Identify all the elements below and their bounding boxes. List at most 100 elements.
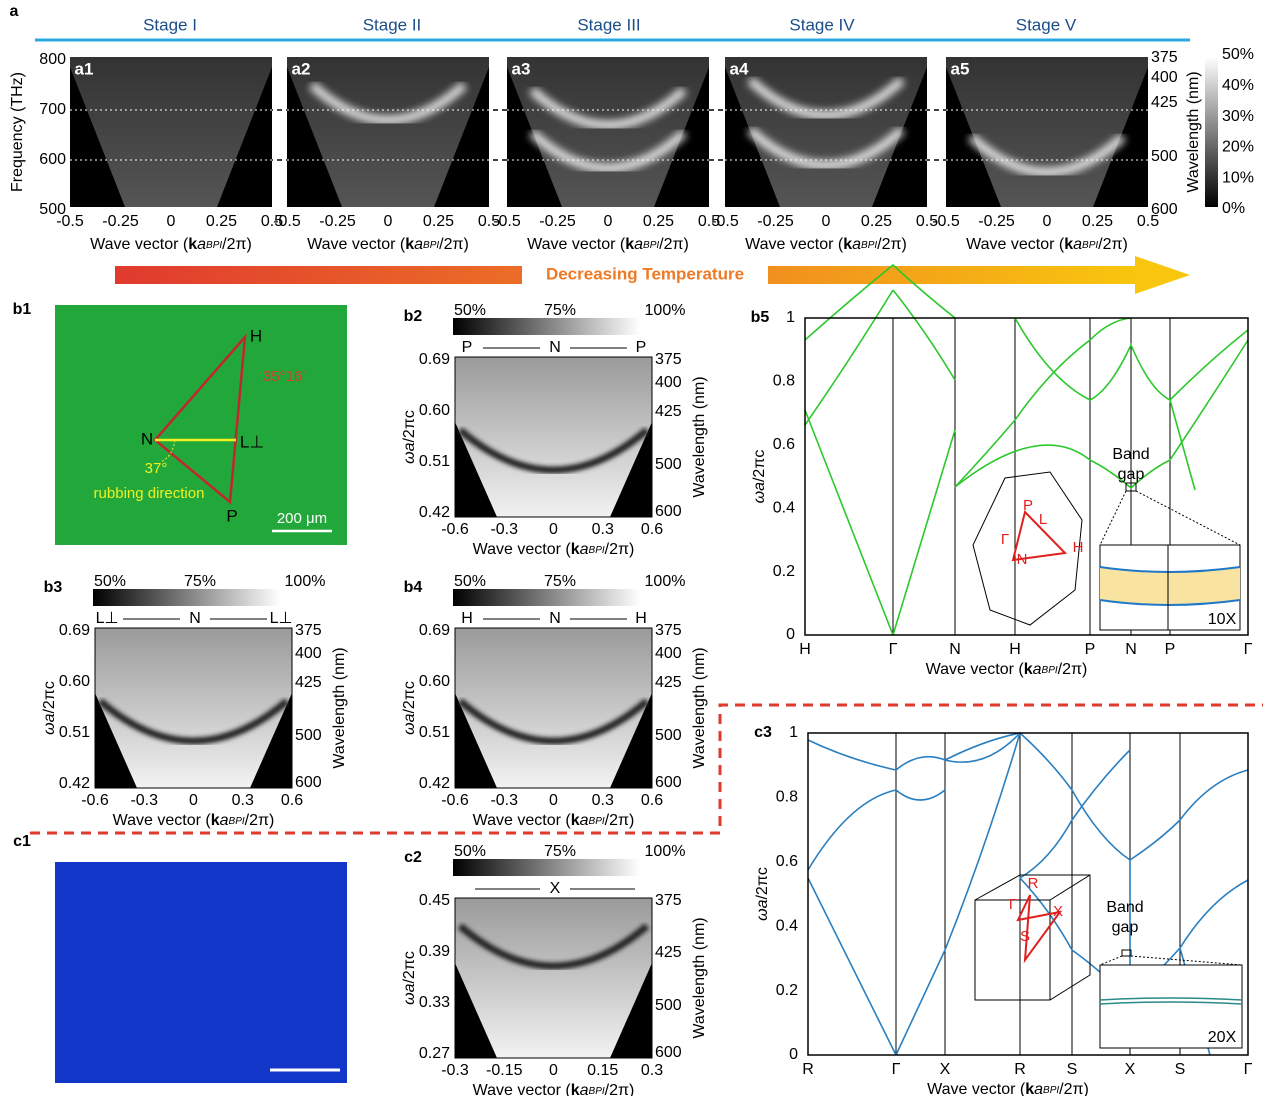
y-axis-label-part: ω bbox=[401, 451, 418, 463]
panel-label: a2 bbox=[292, 59, 311, 78]
colorbar-tick-label: 75% bbox=[184, 573, 216, 590]
scale-label: 200 μm bbox=[277, 510, 327, 527]
x-axis-label: Wave vector (kaBPI/2π) bbox=[745, 236, 907, 253]
x-tick-label: 0.3 bbox=[592, 521, 614, 538]
x-axis-label-part: BPI bbox=[643, 240, 659, 251]
x-axis-label: Wave vector (kaBPI/2π) bbox=[90, 236, 252, 253]
x-tick-label: R bbox=[1014, 1061, 1026, 1078]
x-tick-label: R bbox=[802, 1061, 814, 1078]
band-line bbox=[1090, 318, 1131, 340]
x-axis-label-part: k bbox=[843, 236, 852, 253]
right-tick-label: 600 bbox=[655, 503, 682, 520]
path-label: H bbox=[461, 610, 473, 627]
right-tick-label: 400 bbox=[295, 645, 322, 662]
x-axis-label-part: /2π) bbox=[659, 236, 689, 253]
x-tick-label: -0.25 bbox=[978, 213, 1015, 230]
y-tick-label: 0.27 bbox=[419, 1045, 450, 1062]
path-label: L⊥ bbox=[96, 610, 119, 627]
band-line bbox=[808, 878, 896, 1055]
x-tick-label: 0.25 bbox=[861, 213, 892, 230]
y-axis-label-part: /2πc bbox=[401, 681, 418, 713]
x-axis-label-part: k bbox=[188, 236, 197, 253]
colorbar-tick-label: 50% bbox=[1222, 46, 1254, 63]
colorbar-tick-label: 50% bbox=[94, 573, 126, 590]
band-line bbox=[955, 340, 1248, 488]
x-axis-label-part: Wave vector ( bbox=[926, 661, 1025, 678]
panel-label: a4 bbox=[730, 59, 749, 78]
colorbar-tick-label: 100% bbox=[285, 573, 326, 590]
right-axis-label: Wavelength (nm) bbox=[691, 376, 708, 497]
right-tick-label: 375 bbox=[295, 622, 322, 639]
x-axis-label: Wave vector (kaBPI/2π) bbox=[473, 541, 635, 558]
colorbar-tick-label: 100% bbox=[645, 302, 686, 319]
x-tick-label: -0.25 bbox=[539, 213, 576, 230]
x-axis-label: Wave vector (kaBPI/2π) bbox=[927, 1081, 1089, 1096]
x-tick-label: 0.15 bbox=[587, 1062, 618, 1079]
y-tick-label: 0.60 bbox=[419, 402, 450, 419]
right-tick-label: 375 bbox=[655, 622, 682, 639]
x-axis-label-part: /2π) bbox=[605, 1082, 635, 1096]
x-axis-label-part: BPI bbox=[206, 240, 222, 251]
y-tick-label: 0.45 bbox=[419, 892, 450, 909]
right-tick-label: 600 bbox=[655, 1044, 682, 1061]
y-tick-label: 0.51 bbox=[59, 724, 90, 741]
y-tick-label: 0.51 bbox=[419, 453, 450, 470]
x-axis-label: Wave vector (kaBPI/2π) bbox=[527, 236, 689, 253]
y-axis-label-part: /2πc bbox=[401, 951, 418, 983]
x-axis-label-part: k bbox=[1064, 236, 1073, 253]
x-axis-label-part: k bbox=[571, 812, 580, 829]
colorbar-tick-label: 100% bbox=[645, 843, 686, 860]
vertex-label: N bbox=[141, 429, 153, 448]
x-axis-label-part: Wave vector ( bbox=[966, 236, 1065, 253]
inset-label: P bbox=[1023, 497, 1033, 514]
band-gap-label: gap bbox=[1118, 466, 1145, 483]
x-axis-label-part: k bbox=[571, 541, 580, 558]
x-tick-label: -0.6 bbox=[441, 792, 469, 809]
x-tick-label: 0 bbox=[604, 213, 613, 230]
y-tick-label: 0.51 bbox=[419, 724, 450, 741]
brillouin-zone bbox=[973, 472, 1082, 625]
colorbar-tick-label: 0% bbox=[1222, 200, 1245, 217]
x-tick-label: N bbox=[1125, 641, 1137, 658]
x-axis-label: Wave vector (kaBPI/2π) bbox=[473, 1082, 635, 1096]
y-axis-label: ωa/2πc bbox=[751, 450, 768, 504]
figure: aStage IStage IIStage IIIStage IVStage V… bbox=[0, 0, 1263, 1096]
colorbar bbox=[453, 318, 640, 335]
inset-label: X bbox=[1053, 903, 1063, 920]
x-tick-label: X bbox=[940, 1061, 951, 1078]
x-axis-label-part: Wave vector ( bbox=[307, 236, 406, 253]
angle-label: 35°16' bbox=[263, 368, 305, 385]
x-tick-label: -0.5 bbox=[493, 213, 521, 230]
y-axis-label: ωa/2πc bbox=[754, 867, 771, 921]
right-axis-label: Wavelength (nm) bbox=[1185, 71, 1202, 192]
band-line bbox=[893, 430, 955, 635]
right-tick-label: 425 bbox=[655, 944, 682, 961]
panel-label: b2 bbox=[404, 308, 423, 325]
x-axis-label-part: BPI bbox=[589, 1086, 605, 1096]
y-axis-label-part: ω bbox=[751, 491, 768, 503]
x-axis-label-part: Wave vector ( bbox=[90, 236, 189, 253]
colorbar bbox=[1205, 57, 1218, 207]
x-tick-label: -0.3 bbox=[490, 792, 518, 809]
colorbar-tick-label: 75% bbox=[544, 573, 576, 590]
x-tick-label: P bbox=[1165, 641, 1176, 658]
x-axis-label-part: a bbox=[1033, 661, 1042, 678]
stage-label: Stage V bbox=[1016, 15, 1077, 34]
band-line bbox=[1020, 750, 1130, 878]
x-axis-label-part: /2π) bbox=[1058, 661, 1088, 678]
x-tick-label: X bbox=[1125, 1061, 1136, 1078]
panel-label: c1 bbox=[13, 833, 31, 850]
x-tick-label: -0.6 bbox=[81, 792, 109, 809]
y-tick-label: 0.2 bbox=[776, 982, 798, 999]
y-tick-label: 0.39 bbox=[419, 943, 450, 960]
band-line bbox=[808, 790, 945, 870]
x-tick-label: S bbox=[1067, 1061, 1078, 1078]
right-tick-label: 425 bbox=[1151, 94, 1178, 111]
band-line bbox=[1170, 400, 1195, 490]
right-tick-label: 375 bbox=[655, 351, 682, 368]
right-tick-label: 600 bbox=[295, 774, 322, 791]
x-axis-label-part: a bbox=[580, 812, 589, 829]
x-tick-label: Γ bbox=[1244, 1061, 1253, 1078]
y-tick-label: 600 bbox=[39, 151, 66, 168]
y-tick-label: 0.6 bbox=[776, 853, 798, 870]
